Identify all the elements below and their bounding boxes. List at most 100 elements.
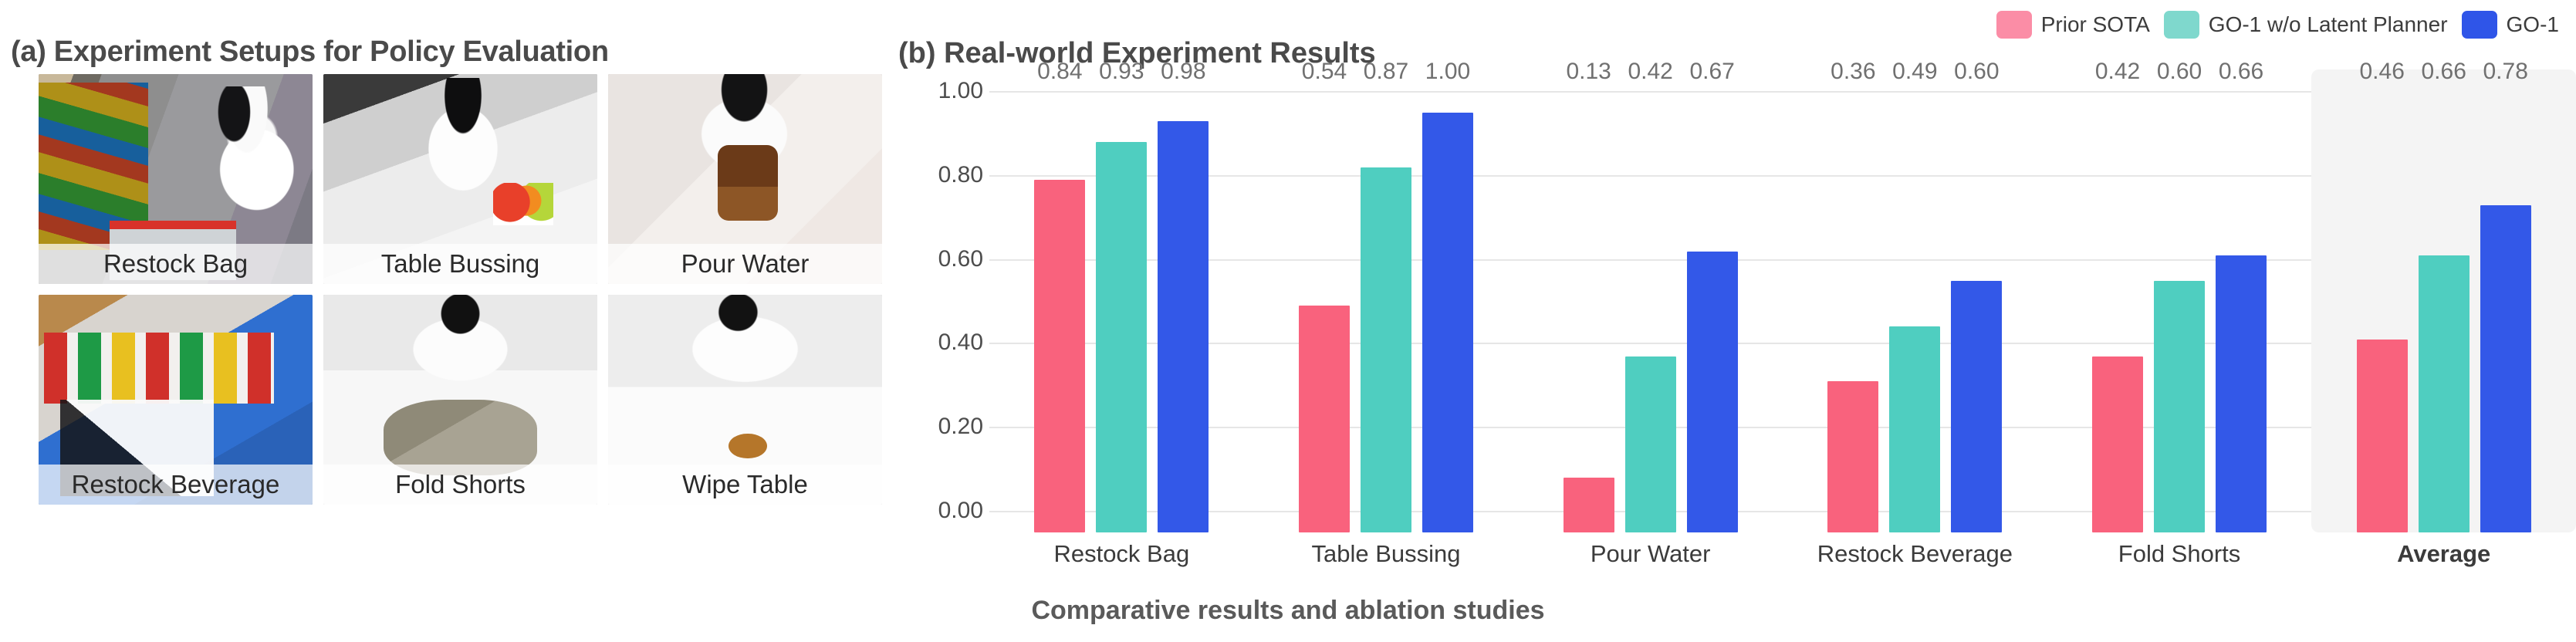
shorts-region [384,400,537,475]
legend-swatch-icon [2461,11,2497,39]
bar[interactable] [1889,326,1941,532]
thumbnail-label: Table Bussing [323,244,597,284]
grid-line [989,511,2576,512]
bar-value-label: 0.60 [1954,59,2000,84]
bar-value-label: 0.60 [2156,59,2202,84]
x-axis-label: Average [2397,540,2491,567]
thumbnail-table-bussing: Table Bussing [323,74,597,284]
bar[interactable] [1827,381,1879,532]
y-axis-tick-label: 0.80 [938,161,983,188]
fruit-bowl-region [493,183,554,225]
x-axis-label: Pour Water [1590,540,1711,567]
x-axis-labels: Restock Bag Table Bussing Pour Water Restoc… [989,540,2576,568]
bar-column[interactable]: 0.46 [2356,59,2408,532]
grid-line [989,427,2576,429]
y-axis-tick-label: 0.60 [938,245,983,272]
bar[interactable] [1951,280,2003,532]
legend-item[interactable]: GO-1 w/o Latent Planner [2163,11,2448,39]
bar[interactable] [2154,280,2206,532]
bar[interactable] [1624,356,1676,532]
y-axis-tick-label: 1.00 [938,78,983,103]
bar-column[interactable]: 0.42 [2092,59,2144,532]
y-axis-tick-label: 0.00 [938,498,983,523]
bar-value-label: 0.87 [1363,59,1409,84]
legend-label: Prior SOTA [2040,12,2150,36]
panel-real-world-results: (b) Real-world Experiment Results Prior … [887,0,2576,642]
bar-column[interactable]: 0.42 [1624,59,1676,532]
bar[interactable] [1361,167,1411,532]
bar-value-label: 0.66 [2218,59,2264,84]
bar-value-label: 0.54 [1301,59,1347,84]
beverage-cans-region [44,332,275,404]
bar[interactable] [2356,339,2408,532]
bar-value-label: 0.67 [1689,59,1735,84]
grid-line [989,343,2576,345]
thumbnail-label: Wipe Table [608,465,882,505]
bar-column[interactable]: 0.67 [1686,59,1738,532]
panel-b-title: (b) Real-world Experiment Results [898,36,1376,69]
thumbnail-grid: Restock Bag Table Bussing Pour Water [8,62,882,505]
bar[interactable] [2092,356,2144,532]
x-axis-label: Restock Beverage [1817,540,2013,567]
robot-region [181,86,307,247]
bar-value-label: 0.42 [2094,59,2141,84]
bar[interactable] [1299,306,1350,532]
bar[interactable] [1422,113,1473,532]
thumbnail-label: Restock Beverage [39,465,313,505]
bar-group: 0.13 0.42 0.67 [1518,59,1783,532]
bar-column[interactable]: 0.98 [1158,59,1209,532]
bar-column[interactable]: 0.36 [1827,59,1879,532]
bar[interactable] [1158,120,1209,532]
bar-column[interactable]: 0.78 [2480,59,2531,532]
spill-region [729,433,767,459]
bar[interactable] [1096,142,1148,532]
bar-column[interactable]: 0.84 [1034,59,1086,532]
legend-label: GO-1 [2506,12,2559,36]
thumbnail-fold-shorts: Fold Shorts [323,295,597,505]
bar-column[interactable]: 0.60 [2154,59,2206,532]
thumbnail-label: Fold Shorts [323,465,597,505]
bar[interactable] [1034,180,1086,532]
bar-group: 0.42 0.60 0.66 [2047,59,2312,532]
bar-value-label: 0.36 [1831,59,1876,84]
jug-region [718,145,779,221]
bar[interactable] [1686,251,1738,532]
bar-value-label: 0.84 [1037,59,1083,84]
bar-column[interactable]: 0.60 [1951,59,2003,532]
bar-column[interactable]: 0.87 [1361,59,1411,532]
bar-column[interactable]: 0.93 [1096,59,1148,532]
bar-group: 0.54 0.87 1.00 [1254,59,1519,532]
bar-column[interactable]: 1.00 [1422,59,1473,532]
y-axis-tick-label: 0.40 [938,329,983,356]
thumbnail-pour-water: Pour Water [608,74,882,284]
bar-value-label: 1.00 [1425,59,1471,84]
bar-chart-plot-area: 1.00 0.80 0.60 0.40 0.20 0.00 0.84 0.93 0.98 0.5… [887,59,2576,532]
thumbnail-restock-bag: Restock Bag [39,74,313,284]
x-axis-label: Fold Shorts [2118,540,2241,567]
bar-column[interactable]: 0.66 [2418,59,2470,532]
legend-label: GO-1 w/o Latent Planner [2208,12,2448,36]
legend-swatch-icon [1996,11,2032,39]
grid-line [989,174,2576,177]
x-axis-label: Restock Bag [1053,540,1190,567]
bar[interactable] [2480,204,2531,532]
bar-value-label: 0.49 [1892,59,1938,84]
bar-value-label: 0.98 [1161,59,1206,84]
bar-column[interactable]: 0.13 [1563,59,1614,532]
bar-column[interactable]: 0.54 [1299,59,1350,532]
y-axis-tick-label: 0.20 [938,414,983,440]
legend-item[interactable]: GO-1 [2461,11,2559,39]
bar[interactable] [1563,478,1614,532]
thumbnail-restock-beverage: Restock Beverage [39,295,313,505]
bar-column[interactable]: 0.66 [2216,59,2267,532]
legend-item[interactable]: Prior SOTA [1996,11,2150,39]
panel-a-title: (a) Experiment Setups for Policy Evaluat… [11,35,609,68]
bar-value-label: 0.78 [2483,59,2528,84]
bar-column[interactable]: 0.49 [1889,59,1941,532]
thumbnail-label: Pour Water [608,244,882,284]
robot-region [378,295,543,400]
bar[interactable] [2418,255,2470,532]
panel-experiment-setups: (a) Experiment Setups for Policy Evaluat… [0,0,882,642]
bar[interactable] [2216,255,2267,532]
